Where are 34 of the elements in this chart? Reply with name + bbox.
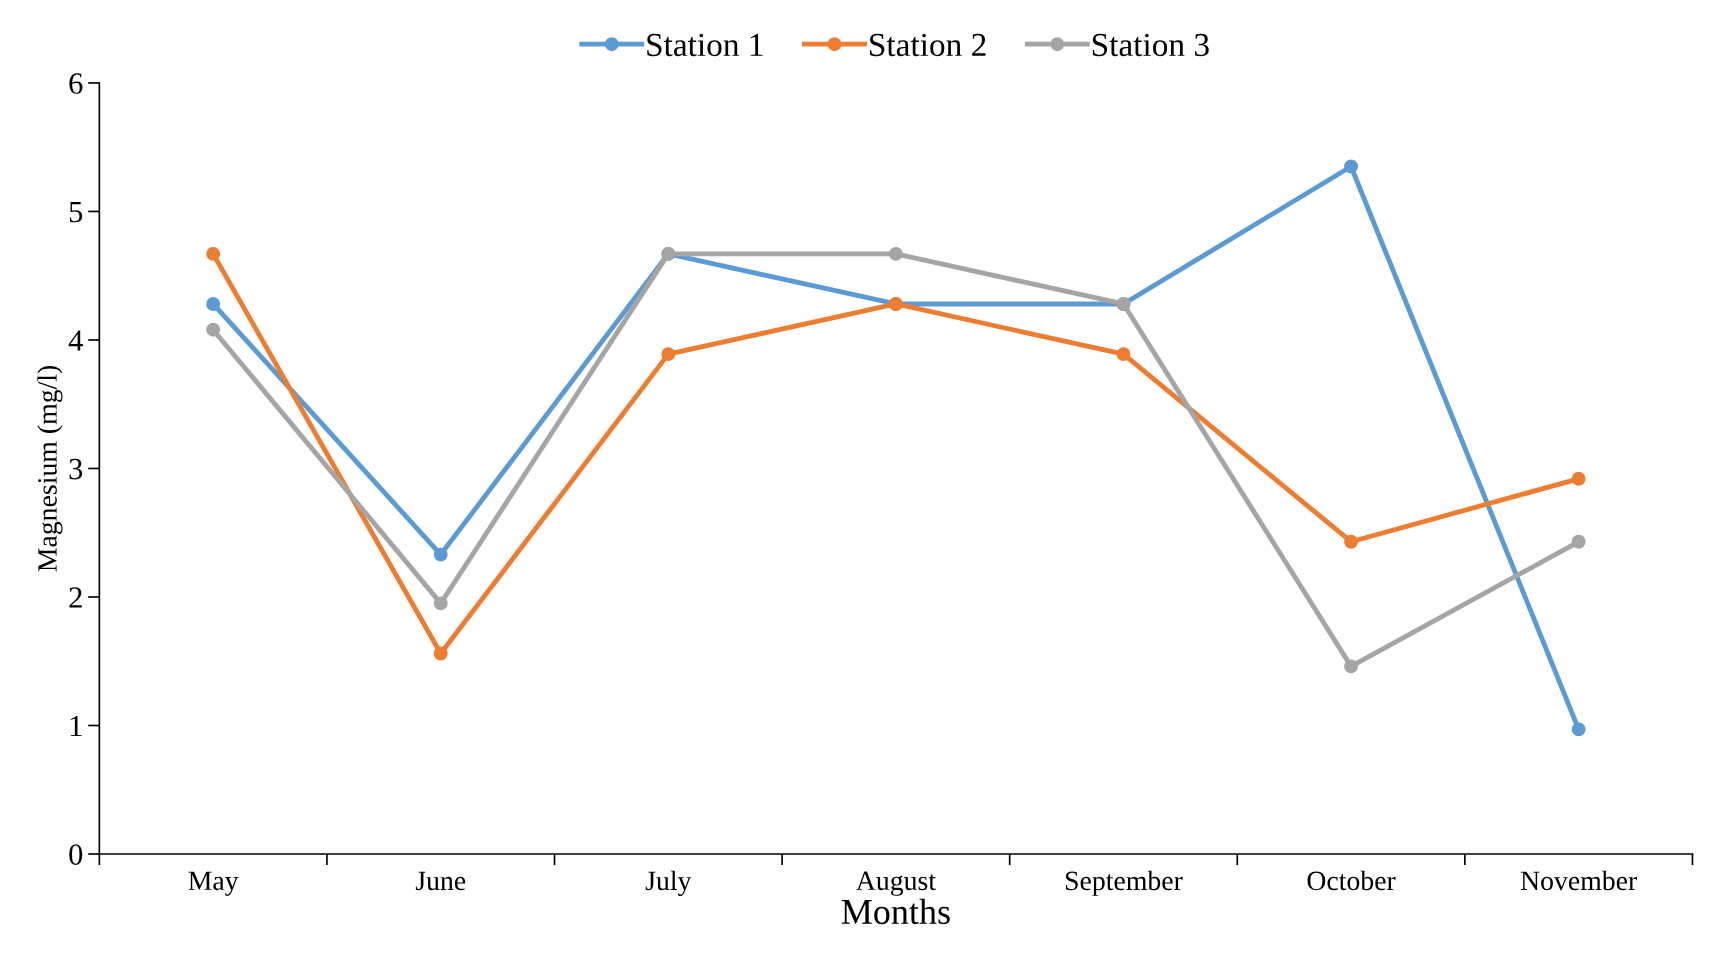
point bbox=[1571, 722, 1586, 737]
point bbox=[1116, 347, 1131, 362]
x-tick-label: August bbox=[856, 871, 936, 896]
point bbox=[206, 297, 221, 311]
x-tick-label: May bbox=[188, 871, 239, 896]
y-tick-label: 0 bbox=[69, 844, 83, 865]
point bbox=[206, 246, 221, 261]
point bbox=[1344, 159, 1359, 174]
x-tick-label: July bbox=[645, 870, 692, 896]
point bbox=[888, 246, 903, 261]
point bbox=[1344, 659, 1359, 674]
y-tick-label: 2 bbox=[69, 587, 82, 608]
point bbox=[433, 547, 448, 562]
x-tick-label: June bbox=[415, 871, 466, 891]
y-tick-label: 4 bbox=[68, 330, 83, 351]
legend-label: Station 1 bbox=[647, 33, 763, 57]
y-tick-label: 3 bbox=[69, 458, 83, 480]
x-tick-label: November bbox=[1520, 870, 1638, 891]
y-tick-label: 5 bbox=[69, 202, 83, 223]
y-tick-label: 1 bbox=[70, 715, 82, 737]
y-tick-label: 6 bbox=[69, 73, 83, 94]
point bbox=[206, 322, 221, 337]
legend-label: Station 3 bbox=[1092, 33, 1209, 57]
point bbox=[433, 596, 448, 611]
x-tick-label: September bbox=[1065, 870, 1183, 896]
point bbox=[1344, 534, 1359, 549]
y-axis-title: Magnesium (mg/l) bbox=[37, 365, 63, 572]
x-axis-title: Months bbox=[841, 898, 950, 925]
point bbox=[1571, 534, 1586, 549]
legend-label: Station 2 bbox=[870, 33, 986, 57]
point bbox=[661, 347, 676, 362]
point bbox=[433, 646, 448, 661]
x-tick-label: October bbox=[1307, 870, 1396, 891]
point bbox=[1571, 471, 1586, 486]
